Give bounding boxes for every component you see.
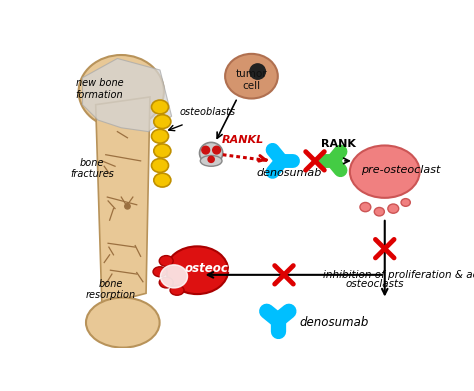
Ellipse shape — [152, 100, 169, 114]
Ellipse shape — [401, 199, 410, 206]
Ellipse shape — [225, 54, 278, 99]
Circle shape — [208, 156, 214, 162]
Ellipse shape — [201, 156, 222, 166]
Ellipse shape — [388, 204, 399, 213]
Ellipse shape — [170, 285, 184, 295]
Ellipse shape — [159, 277, 173, 288]
Ellipse shape — [160, 265, 188, 288]
Circle shape — [250, 64, 265, 79]
Polygon shape — [82, 59, 172, 132]
Text: RANK: RANK — [321, 139, 356, 149]
Ellipse shape — [86, 298, 160, 348]
Text: bone
resorption: bone resorption — [86, 279, 136, 300]
Text: RANKL: RANKL — [222, 135, 264, 145]
Text: bone
fractures: bone fractures — [70, 158, 114, 179]
Ellipse shape — [153, 267, 167, 277]
Text: pre-osteoclast: pre-osteoclast — [362, 165, 441, 175]
Ellipse shape — [166, 246, 228, 294]
Circle shape — [125, 204, 130, 209]
Text: new bone
formation: new bone formation — [76, 79, 123, 100]
Circle shape — [213, 146, 220, 154]
Ellipse shape — [79, 55, 164, 128]
Ellipse shape — [154, 144, 171, 158]
Text: osteoclast: osteoclast — [185, 262, 253, 275]
Circle shape — [202, 146, 210, 154]
Ellipse shape — [152, 129, 169, 143]
Ellipse shape — [154, 173, 171, 187]
Ellipse shape — [200, 142, 223, 164]
Text: denosumab: denosumab — [257, 168, 322, 178]
Polygon shape — [96, 97, 150, 305]
Text: tumor
cell: tumor cell — [236, 69, 267, 91]
Ellipse shape — [152, 159, 169, 172]
Ellipse shape — [360, 203, 371, 212]
Ellipse shape — [159, 256, 173, 266]
Ellipse shape — [350, 145, 419, 198]
Ellipse shape — [154, 115, 171, 129]
Ellipse shape — [374, 208, 384, 216]
Text: denosumab: denosumab — [300, 316, 369, 329]
Text: osteoblasts: osteoblasts — [179, 107, 236, 117]
Text: osteoclasts: osteoclasts — [346, 279, 404, 289]
Text: inhibition of proliferation & activation: inhibition of proliferation & activation — [323, 270, 474, 280]
